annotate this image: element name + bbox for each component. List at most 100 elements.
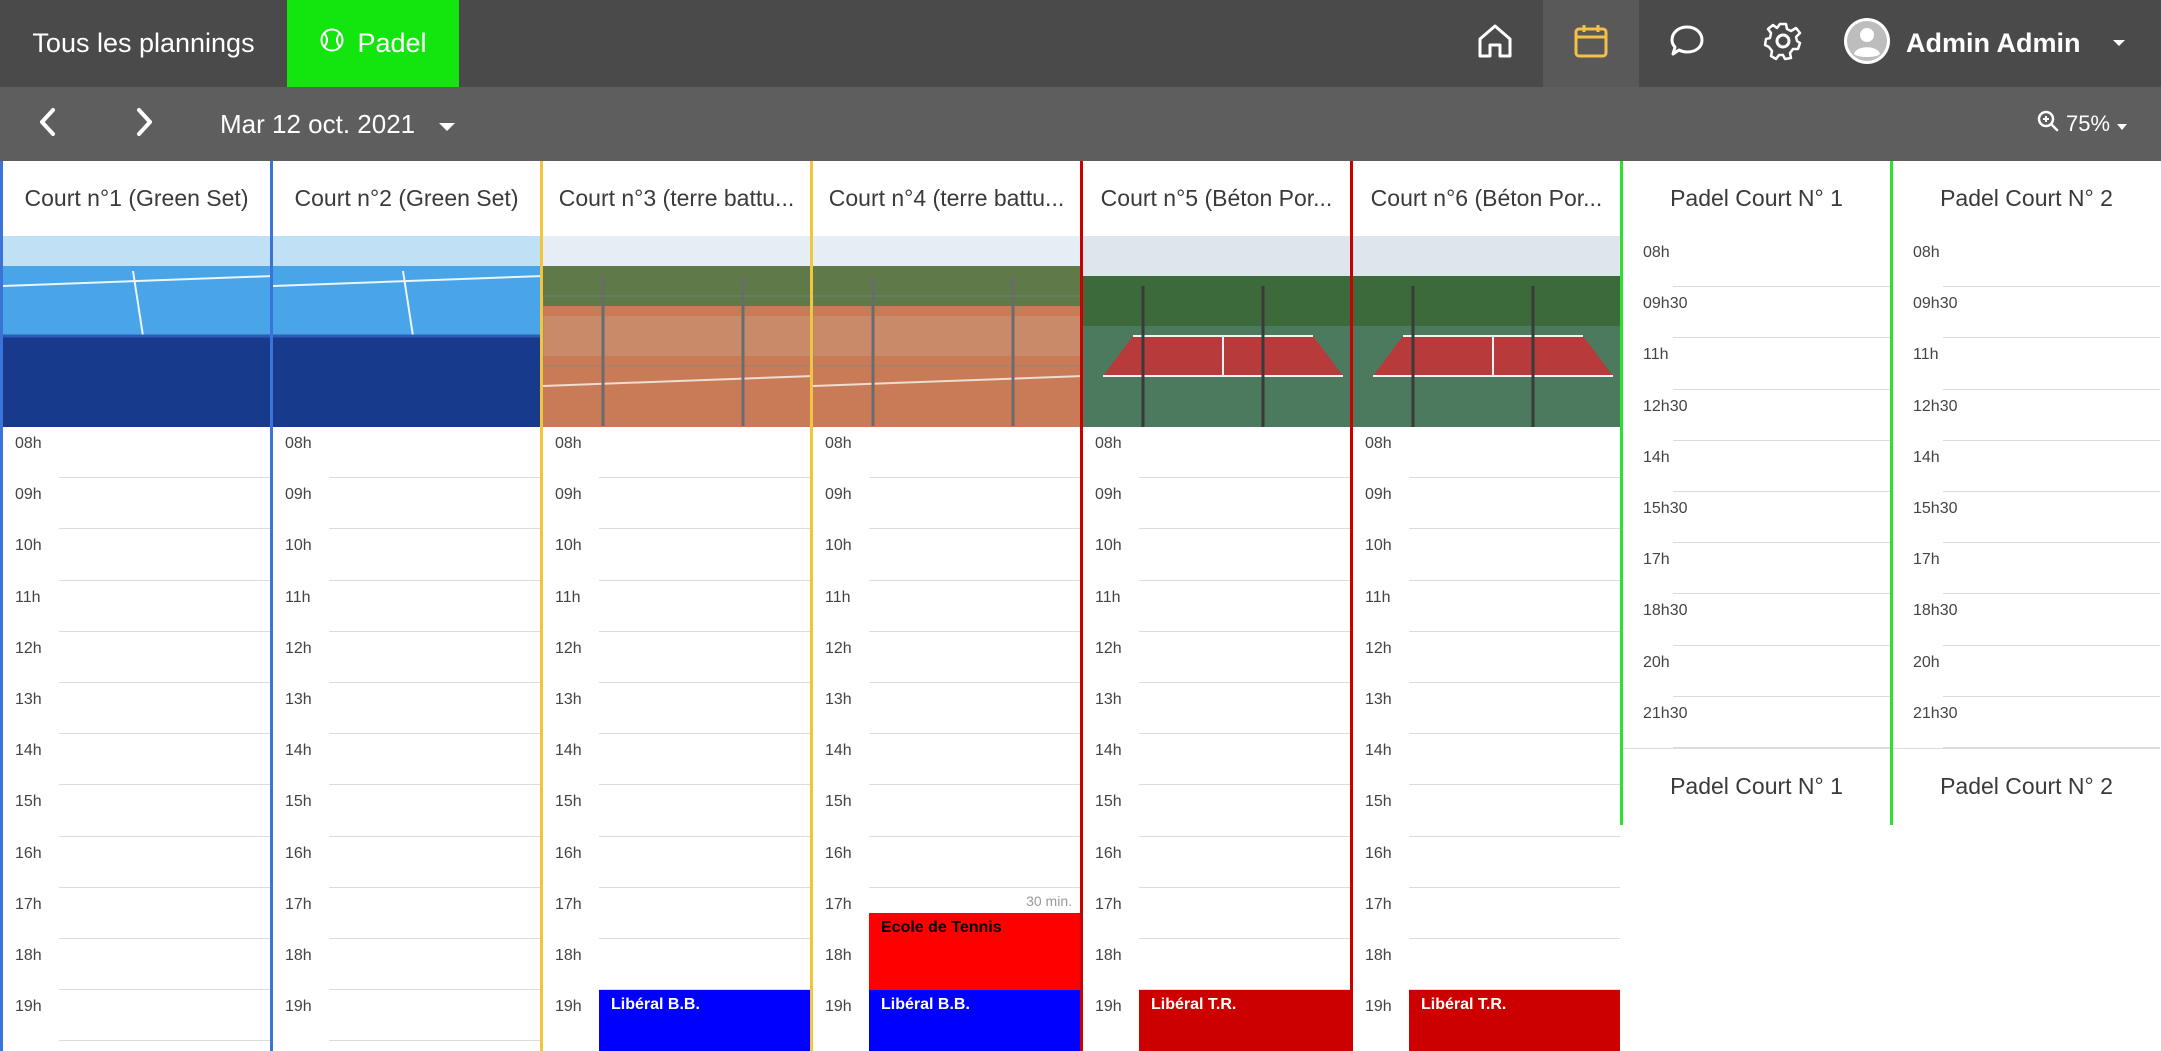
time-slot[interactable]: 10h: [1083, 529, 1350, 581]
time-slot[interactable]: 19h: [3, 990, 270, 1042]
padel-court-header[interactable]: Padel Court N° 1: [1670, 185, 1843, 211]
time-slot[interactable]: 10h: [813, 529, 1080, 581]
time-slot[interactable]: 15h: [1083, 785, 1350, 837]
time-slot[interactable]: 15h: [273, 785, 540, 837]
time-slot[interactable]: 13h: [543, 683, 810, 735]
time-slot[interactable]: 08h: [813, 427, 1080, 479]
time-slot[interactable]: 16h: [1083, 837, 1350, 888]
time-slot[interactable]: 16h: [3, 837, 270, 888]
time-slot[interactable]: 13h: [273, 683, 540, 735]
time-slot[interactable]: 09h: [813, 478, 1080, 530]
padel-time-slot[interactable]: 11h: [1623, 338, 1890, 390]
padel-time-slot[interactable]: 20h: [1623, 646, 1890, 697]
time-slot[interactable]: 13h: [3, 683, 270, 735]
time-slot[interactable]: 12h: [273, 632, 540, 683]
next-day-button[interactable]: [110, 87, 180, 161]
home-button[interactable]: [1447, 0, 1543, 87]
time-slot[interactable]: 10h: [543, 529, 810, 581]
time-slot[interactable]: 18h: [3, 939, 270, 991]
time-slot[interactable]: 11h: [1353, 581, 1620, 632]
padel-time-slot[interactable]: 17h: [1893, 543, 2160, 595]
padel-time-slot[interactable]: 18h30: [1893, 594, 2160, 646]
court-header[interactable]: Court n°3 (terre battu...: [558, 185, 795, 211]
padel-time-slot[interactable]: 09h30: [1893, 287, 2160, 339]
time-slot[interactable]: 16h: [813, 837, 1080, 888]
time-slot[interactable]: 12h: [813, 632, 1080, 683]
date-picker[interactable]: Mar 12 oct. 2021: [220, 87, 457, 161]
time-slot[interactable]: 09h: [543, 478, 810, 530]
time-slot[interactable]: 10h: [3, 529, 270, 581]
time-slot[interactable]: 11h: [3, 581, 270, 632]
booking-event[interactable]: Ecole de Tennis: [869, 913, 1080, 991]
time-slot[interactable]: 16h: [273, 837, 540, 888]
booking-event[interactable]: Libéral T.R.: [1409, 990, 1620, 1051]
time-slot[interactable]: 12h: [3, 632, 270, 683]
booking-event[interactable]: Libéral B.B.: [599, 990, 810, 1051]
court-header[interactable]: Court n°4 (terre battu...: [828, 185, 1065, 211]
time-slot[interactable]: 17h: [273, 888, 540, 939]
all-plannings-tab[interactable]: Tous les plannings: [0, 0, 287, 87]
previous-day-button[interactable]: [12, 87, 82, 161]
time-slot[interactable]: 11h: [273, 581, 540, 632]
user-menu[interactable]: Admin Admin: [1842, 0, 2161, 87]
time-slot[interactable]: 08h: [1353, 427, 1620, 479]
time-slot[interactable]: 11h: [1083, 581, 1350, 632]
padel-time-slot[interactable]: 17h: [1623, 543, 1890, 595]
time-slot[interactable]: 13h: [1353, 683, 1620, 735]
time-slot[interactable]: 09h: [1353, 478, 1620, 530]
booking-event[interactable]: Libéral T.R.: [1139, 990, 1350, 1051]
padel-time-slot[interactable]: 09h30: [1623, 287, 1890, 339]
time-slot[interactable]: 10h: [1353, 529, 1620, 581]
time-slot[interactable]: 10h: [273, 529, 540, 581]
zoom-control[interactable]: 75%: [2036, 87, 2128, 161]
time-slot[interactable]: 14h: [1353, 734, 1620, 786]
time-slot[interactable]: 17h: [1353, 888, 1620, 939]
time-slot[interactable]: 11h: [543, 581, 810, 632]
padel-time-slot[interactable]: 11h: [1893, 338, 2160, 390]
time-slot[interactable]: 14h: [813, 734, 1080, 786]
time-slot[interactable]: 08h: [543, 427, 810, 479]
padel-planning-tab[interactable]: Padel: [287, 0, 459, 87]
time-slot[interactable]: 12h: [543, 632, 810, 683]
court-header[interactable]: Court n°2 (Green Set): [294, 185, 519, 211]
time-slot[interactable]: 15h: [1353, 785, 1620, 837]
time-slot[interactable]: 18h: [1083, 939, 1350, 991]
court-header[interactable]: Court n°5 (Béton Por...: [1100, 185, 1333, 211]
time-slot[interactable]: 14h: [273, 734, 540, 786]
time-slot[interactable]: 12h: [1353, 632, 1620, 683]
court-header[interactable]: Court n°1 (Green Set): [24, 185, 249, 211]
time-slot[interactable]: 09h: [3, 478, 270, 530]
padel-time-slot[interactable]: 21h30: [1893, 697, 2160, 748]
time-slot[interactable]: 12h: [1083, 632, 1350, 683]
time-slot[interactable]: 14h: [543, 734, 810, 786]
time-slot[interactable]: 16h: [543, 837, 810, 888]
time-slot[interactable]: 16h: [1353, 837, 1620, 888]
time-slot[interactable]: 17h: [3, 888, 270, 939]
time-slot[interactable]: 15h: [543, 785, 810, 837]
time-slot[interactable]: 13h: [813, 683, 1080, 735]
time-slot[interactable]: 19h: [273, 990, 540, 1042]
time-slot[interactable]: 08h: [3, 427, 270, 479]
time-slot[interactable]: 11h: [813, 581, 1080, 632]
padel-time-slot[interactable]: 08h: [1893, 236, 2160, 288]
time-slot[interactable]: 17h: [543, 888, 810, 939]
settings-button[interactable]: [1735, 0, 1831, 87]
padel-time-slot[interactable]: 14h: [1893, 441, 2160, 492]
time-slot[interactable]: 14h: [3, 734, 270, 786]
time-slot[interactable]: 09h: [273, 478, 540, 530]
padel-time-slot[interactable]: 12h30: [1623, 390, 1890, 441]
time-slot[interactable]: 18h: [543, 939, 810, 991]
padel-time-slot[interactable]: 20h: [1893, 646, 2160, 697]
court-header[interactable]: Court n°6 (Béton Por...: [1370, 185, 1603, 211]
time-slot[interactable]: 17h: [1083, 888, 1350, 939]
booking-event[interactable]: Libéral B.B.: [869, 990, 1080, 1051]
time-slot[interactable]: 18h: [1353, 939, 1620, 991]
padel-time-slot[interactable]: 12h30: [1893, 390, 2160, 441]
padel-time-slot[interactable]: 14h: [1623, 441, 1890, 492]
padel-time-slot[interactable]: 18h30: [1623, 594, 1890, 646]
padel-time-slot[interactable]: 21h30: [1623, 697, 1890, 748]
time-slot[interactable]: 08h: [1083, 427, 1350, 479]
time-slot[interactable]: 15h: [3, 785, 270, 837]
calendar-button[interactable]: [1543, 0, 1639, 87]
time-slot[interactable]: 08h: [273, 427, 540, 479]
